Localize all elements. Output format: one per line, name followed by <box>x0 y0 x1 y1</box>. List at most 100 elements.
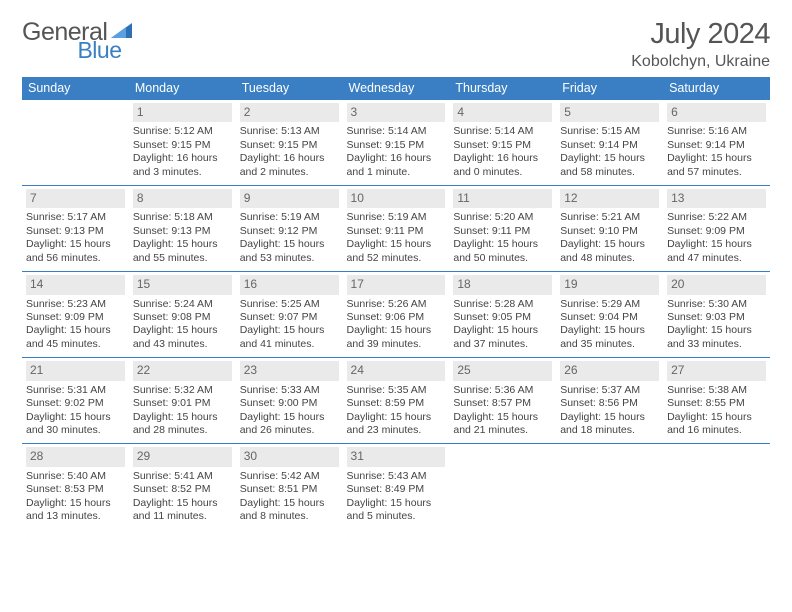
day-number: 28 <box>26 447 125 466</box>
calendar-body: 1Sunrise: 5:12 AMSunset: 9:15 PMDaylight… <box>22 100 770 530</box>
day-number: 3 <box>347 103 446 122</box>
daylight-line: and 28 minutes. <box>133 424 232 437</box>
day-cell: 28Sunrise: 5:40 AMSunset: 8:53 PMDayligh… <box>22 444 129 530</box>
sunset-line: Sunset: 9:14 PM <box>667 139 766 152</box>
day-number: 27 <box>667 361 766 380</box>
day-cell: 18Sunrise: 5:28 AMSunset: 9:05 PMDayligh… <box>449 272 556 358</box>
day-cell: 5Sunrise: 5:15 AMSunset: 9:14 PMDaylight… <box>556 100 663 186</box>
month-title: July 2024 <box>631 18 770 51</box>
day-cell: 20Sunrise: 5:30 AMSunset: 9:03 PMDayligh… <box>663 272 770 358</box>
daylight-line: Daylight: 15 hours <box>26 411 125 424</box>
sunrise-line: Sunrise: 5:19 AM <box>347 211 446 224</box>
daylight-line: and 18 minutes. <box>560 424 659 437</box>
daylight-line: and 39 minutes. <box>347 338 446 351</box>
day-number: 24 <box>347 361 446 380</box>
sunrise-line: Sunrise: 5:41 AM <box>133 470 232 483</box>
day-cell: 14Sunrise: 5:23 AMSunset: 9:09 PMDayligh… <box>22 272 129 358</box>
sunrise-line: Sunrise: 5:31 AM <box>26 384 125 397</box>
day-number: 25 <box>453 361 552 380</box>
daylight-line: and 55 minutes. <box>133 252 232 265</box>
day-number: 11 <box>453 189 552 208</box>
calendar-head: SundayMondayTuesdayWednesdayThursdayFrid… <box>22 77 770 100</box>
sunrise-line: Sunrise: 5:23 AM <box>26 298 125 311</box>
day-cell: 7Sunrise: 5:17 AMSunset: 9:13 PMDaylight… <box>22 186 129 272</box>
sunset-line: Sunset: 9:10 PM <box>560 225 659 238</box>
daylight-line: and 30 minutes. <box>26 424 125 437</box>
sunrise-line: Sunrise: 5:18 AM <box>133 211 232 224</box>
day-number: 7 <box>26 189 125 208</box>
sunset-line: Sunset: 9:14 PM <box>560 139 659 152</box>
day-cell: 31Sunrise: 5:43 AMSunset: 8:49 PMDayligh… <box>343 444 450 530</box>
day-header: Sunday <box>22 77 129 100</box>
daylight-line: and 50 minutes. <box>453 252 552 265</box>
day-cell: 17Sunrise: 5:26 AMSunset: 9:06 PMDayligh… <box>343 272 450 358</box>
daylight-line: Daylight: 15 hours <box>133 497 232 510</box>
sunset-line: Sunset: 9:12 PM <box>240 225 339 238</box>
sunrise-line: Sunrise: 5:24 AM <box>133 298 232 311</box>
daylight-line: Daylight: 15 hours <box>667 152 766 165</box>
sunrise-line: Sunrise: 5:20 AM <box>453 211 552 224</box>
sunset-line: Sunset: 9:07 PM <box>240 311 339 324</box>
day-header-row: SundayMondayTuesdayWednesdayThursdayFrid… <box>22 77 770 100</box>
sunrise-line: Sunrise: 5:36 AM <box>453 384 552 397</box>
sunrise-line: Sunrise: 5:13 AM <box>240 125 339 138</box>
daylight-line: and 33 minutes. <box>667 338 766 351</box>
day-number: 19 <box>560 275 659 294</box>
sunset-line: Sunset: 9:03 PM <box>667 311 766 324</box>
day-cell: 22Sunrise: 5:32 AMSunset: 9:01 PMDayligh… <box>129 358 236 444</box>
sunset-line: Sunset: 9:11 PM <box>453 225 552 238</box>
sunrise-line: Sunrise: 5:21 AM <box>560 211 659 224</box>
day-number: 15 <box>133 275 232 294</box>
sunrise-line: Sunrise: 5:35 AM <box>347 384 446 397</box>
daylight-line: Daylight: 15 hours <box>347 238 446 251</box>
day-cell: 27Sunrise: 5:38 AMSunset: 8:55 PMDayligh… <box>663 358 770 444</box>
sunset-line: Sunset: 8:49 PM <box>347 483 446 496</box>
sunrise-line: Sunrise: 5:16 AM <box>667 125 766 138</box>
day-cell: 26Sunrise: 5:37 AMSunset: 8:56 PMDayligh… <box>556 358 663 444</box>
sunset-line: Sunset: 9:15 PM <box>453 139 552 152</box>
daylight-line: Daylight: 15 hours <box>667 411 766 424</box>
daylight-line: Daylight: 15 hours <box>240 324 339 337</box>
sunrise-line: Sunrise: 5:14 AM <box>453 125 552 138</box>
day-number: 23 <box>240 361 339 380</box>
day-number: 29 <box>133 447 232 466</box>
sunrise-line: Sunrise: 5:22 AM <box>667 211 766 224</box>
calendar-table: SundayMondayTuesdayWednesdayThursdayFrid… <box>22 77 770 530</box>
sunset-line: Sunset: 9:06 PM <box>347 311 446 324</box>
daylight-line: Daylight: 15 hours <box>560 324 659 337</box>
sunrise-line: Sunrise: 5:29 AM <box>560 298 659 311</box>
day-cell: 8Sunrise: 5:18 AMSunset: 9:13 PMDaylight… <box>129 186 236 272</box>
day-number: 16 <box>240 275 339 294</box>
day-cell: 21Sunrise: 5:31 AMSunset: 9:02 PMDayligh… <box>22 358 129 444</box>
day-number: 12 <box>560 189 659 208</box>
daylight-line: Daylight: 15 hours <box>560 411 659 424</box>
daylight-line: and 26 minutes. <box>240 424 339 437</box>
logo: General Blue <box>22 18 182 47</box>
daylight-line: Daylight: 16 hours <box>347 152 446 165</box>
day-number: 21 <box>26 361 125 380</box>
day-cell: 9Sunrise: 5:19 AMSunset: 9:12 PMDaylight… <box>236 186 343 272</box>
sunset-line: Sunset: 9:11 PM <box>347 225 446 238</box>
daylight-line: and 0 minutes. <box>453 166 552 179</box>
sunset-line: Sunset: 8:52 PM <box>133 483 232 496</box>
week-row: 21Sunrise: 5:31 AMSunset: 9:02 PMDayligh… <box>22 358 770 444</box>
sunset-line: Sunset: 8:56 PM <box>560 397 659 410</box>
sunrise-line: Sunrise: 5:26 AM <box>347 298 446 311</box>
day-cell: 19Sunrise: 5:29 AMSunset: 9:04 PMDayligh… <box>556 272 663 358</box>
sunrise-line: Sunrise: 5:15 AM <box>560 125 659 138</box>
daylight-line: Daylight: 15 hours <box>133 238 232 251</box>
sunrise-line: Sunrise: 5:30 AM <box>667 298 766 311</box>
daylight-line: and 8 minutes. <box>240 510 339 523</box>
sunset-line: Sunset: 8:51 PM <box>240 483 339 496</box>
daylight-line: Daylight: 16 hours <box>453 152 552 165</box>
daylight-line: Daylight: 15 hours <box>240 497 339 510</box>
day-number: 14 <box>26 275 125 294</box>
daylight-line: and 57 minutes. <box>667 166 766 179</box>
day-cell <box>663 444 770 530</box>
day-cell: 23Sunrise: 5:33 AMSunset: 9:00 PMDayligh… <box>236 358 343 444</box>
sunset-line: Sunset: 9:01 PM <box>133 397 232 410</box>
day-number: 22 <box>133 361 232 380</box>
sunset-line: Sunset: 8:55 PM <box>667 397 766 410</box>
daylight-line: and 13 minutes. <box>26 510 125 523</box>
day-cell: 25Sunrise: 5:36 AMSunset: 8:57 PMDayligh… <box>449 358 556 444</box>
